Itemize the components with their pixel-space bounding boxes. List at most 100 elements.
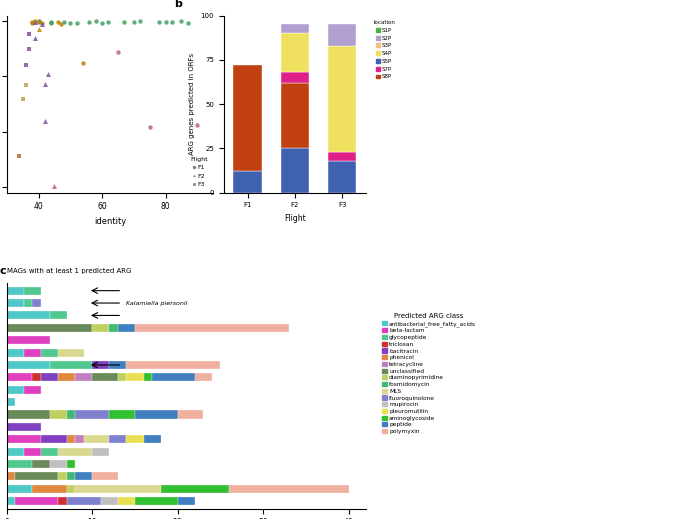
Bar [50,311,67,320]
Point [24,45,35,53]
Legend: F1, F2, F3: F1, F2, F3 [188,154,210,189]
Point [20,81,31,89]
Bar [109,324,118,332]
Bar [7,373,33,381]
Text: b: b [174,0,182,9]
Bar [92,324,109,332]
Bar [109,361,126,369]
Bar [7,435,41,443]
Bar [33,460,50,468]
Bar [135,411,177,418]
Bar [7,349,24,357]
Point [39,80,50,88]
Bar [92,472,118,481]
Bar [281,148,309,193]
Bar [233,65,262,171]
Point [49,182,60,190]
Bar [101,497,118,505]
Bar [16,497,58,505]
Point [36,20,47,29]
Bar [33,373,41,381]
Text: Kalamiella piersonii: Kalamiella piersonii [126,301,188,306]
Bar [118,373,126,381]
Point [30,18,41,26]
Point [135,17,146,25]
Point [65,19,75,28]
Bar [160,485,229,493]
Point [129,18,139,26]
X-axis label: identity: identity [94,217,126,226]
Bar [281,72,309,83]
Point [52,18,63,26]
Bar [67,472,75,481]
Point [167,18,177,26]
Bar [16,472,58,481]
Bar [281,24,309,33]
Point [33,25,44,33]
Bar [33,485,67,493]
Bar [41,373,58,381]
Point [112,48,123,56]
Bar [233,171,262,193]
Bar [7,336,50,344]
Point [36,19,47,28]
Bar [58,349,84,357]
Bar [152,373,195,381]
Point [144,123,155,131]
Point [192,121,203,129]
Bar [7,423,41,431]
Point [182,19,193,28]
Bar [7,460,33,468]
Bar [41,435,67,443]
Bar [7,324,92,332]
Point [43,70,54,78]
Bar [281,83,309,148]
Bar [24,447,41,456]
Bar [118,497,135,505]
Bar [328,24,356,46]
Bar [328,152,356,161]
Bar [143,435,160,443]
Bar [7,398,16,406]
Point [71,19,82,28]
Point [46,19,56,28]
Point [17,94,28,103]
Bar [92,361,109,369]
Point [39,117,50,125]
Point [103,18,114,26]
Y-axis label: ARG genes predicted in ORFs: ARG genes predicted in ORFs [189,53,195,155]
Legend: S1P, S2P, S3P, S4P, S5P, S7P, S8P: S1P, S2P, S3P, S4P, S5P, S7P, S8P [371,18,396,81]
Text: c: c [0,266,6,276]
Bar [67,485,75,493]
Point [90,17,101,25]
Bar [195,373,212,381]
Bar [50,411,67,418]
Legend: antibacterial_free_fatty_acids, beta-lactam, glycopeptide, triclosan, bacitracin: antibacterial_free_fatty_acids, beta-lac… [380,311,478,436]
Bar [7,299,24,307]
Bar [67,411,75,418]
Bar [109,435,126,443]
Point [27,18,37,26]
Bar [24,299,33,307]
Bar [135,497,177,505]
Point [30,34,41,42]
Point [176,17,187,25]
Bar [33,299,41,307]
Bar [126,435,143,443]
Point [24,30,35,38]
Bar [7,472,16,481]
Bar [177,411,203,418]
Bar [50,460,67,468]
Bar [58,373,75,381]
Bar [75,485,160,493]
Bar [75,435,84,443]
Point [20,61,31,70]
Bar [7,411,50,418]
Point [27,19,37,28]
Point [33,18,44,26]
Bar [75,472,92,481]
Bar [7,497,16,505]
Bar [92,373,118,381]
Bar [229,485,349,493]
Bar [7,485,33,493]
